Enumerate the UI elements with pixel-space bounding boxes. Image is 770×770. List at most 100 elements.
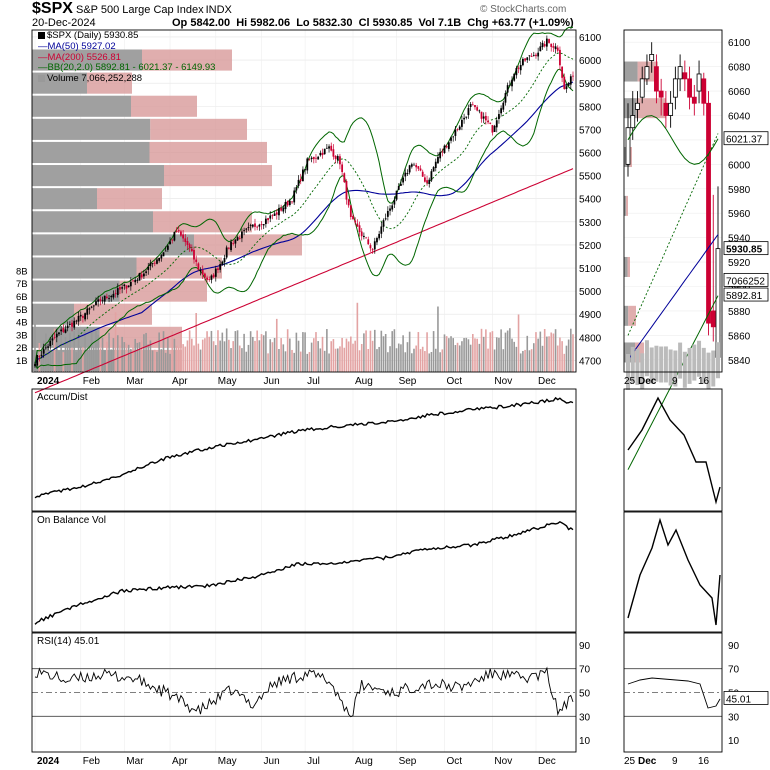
- x-tick-label-bottom: Jun: [264, 756, 280, 767]
- panel-frame: [31, 632, 577, 753]
- volume-bar: [195, 313, 197, 372]
- candle-body: [395, 190, 398, 200]
- candle-body: [110, 295, 113, 298]
- candle-body: [543, 44, 546, 47]
- candle-body: [197, 263, 200, 270]
- candle-body: [302, 169, 304, 182]
- candle-body: [430, 171, 433, 181]
- volume-bar: [541, 345, 544, 372]
- zoom-candle-body: [644, 66, 650, 80]
- x-tick-label-bottom: Sep: [399, 756, 417, 767]
- candle-body: [465, 116, 468, 118]
- volume-bar: [119, 345, 121, 372]
- candle-body: [262, 224, 265, 226]
- volume-by-price-bar: [32, 303, 74, 325]
- volume-bar: [228, 339, 230, 372]
- volume-bar: [156, 351, 158, 372]
- volume-tick-label: 3B: [16, 330, 28, 341]
- ohlc-stats: Op 5842.00 Hi 5982.06 Lo 5832.30 Cl 5930…: [172, 17, 574, 29]
- candle-body: [143, 273, 145, 277]
- zoom-candle-body: [672, 78, 678, 98]
- x-tick-label: Mar: [126, 376, 144, 387]
- candle-body: [201, 269, 204, 275]
- candle-body: [51, 338, 54, 341]
- volume-bar: [341, 337, 343, 372]
- x-tick-label: Dec: [538, 376, 556, 387]
- volume-bar: [509, 328, 511, 372]
- zoom-price-tick-label: 5840: [728, 356, 751, 367]
- volume-bar: [454, 345, 457, 372]
- volume-bar: [256, 330, 258, 372]
- candle-body: [572, 75, 574, 77]
- candle-body: [217, 268, 219, 271]
- volume-bar: [552, 333, 555, 372]
- zoom-x-tick-label-bottom: 25: [624, 756, 636, 767]
- volume-bar: [230, 348, 232, 372]
- volume-bar: [522, 350, 524, 372]
- candle-body: [68, 323, 71, 325]
- accum-dist-label: Accum/Dist: [37, 392, 88, 403]
- volume-bar: [90, 331, 93, 372]
- price-tick-label: 6100: [579, 33, 602, 44]
- candle-body: [478, 110, 481, 112]
- volume-tick-label: 8B: [16, 266, 28, 277]
- candle-body: [293, 190, 296, 203]
- rsi-tick-label-zoom: 90: [728, 641, 740, 652]
- panel-bg: [32, 389, 576, 511]
- x-tick-label-bottom: Dec: [538, 756, 556, 767]
- volume-bar: [71, 347, 73, 372]
- volume-bar: [515, 346, 518, 372]
- candle-body: [371, 249, 374, 251]
- volume-bar: [173, 338, 176, 372]
- candle-body: [251, 224, 254, 227]
- volume-bar: [310, 342, 313, 372]
- zoom-obv-line: [627, 517, 721, 626]
- price-tick-label: 5800: [579, 102, 602, 113]
- x-tick-label: Feb: [83, 376, 101, 387]
- zoom-candle-body: [715, 248, 721, 358]
- volume-bar: [467, 339, 470, 372]
- zoom-price-tick-label: 5960: [728, 209, 751, 220]
- volume-bar: [175, 345, 178, 372]
- panel-frame: [623, 632, 723, 753]
- zoom-volume-bar: [649, 347, 654, 384]
- candle-body: [116, 288, 119, 295]
- panel-frame: [623, 388, 723, 512]
- candle-body: [452, 136, 455, 138]
- zoom-volume-bar: [640, 353, 645, 390]
- volume-bar: [82, 347, 84, 372]
- volume-bar: [136, 342, 139, 372]
- candle-body: [502, 102, 505, 110]
- candle-body: [404, 172, 407, 177]
- volume-bar: [171, 330, 174, 372]
- volume-bar: [443, 334, 446, 372]
- candle-body: [175, 231, 178, 232]
- volume-bar: [127, 344, 130, 372]
- volume-bar: [487, 348, 489, 372]
- candle-body: [66, 325, 69, 329]
- zoom-price-tick-label: 6040: [728, 112, 751, 123]
- candle-body: [513, 73, 516, 81]
- panel-frame: [31, 388, 577, 512]
- price-tick-label: 5700: [579, 125, 602, 136]
- candle-body: [47, 346, 49, 348]
- candle-body: [308, 159, 311, 161]
- candle-body: [323, 148, 326, 155]
- volume-bar: [236, 330, 239, 372]
- candle-body: [358, 225, 361, 233]
- volume-bar: [532, 343, 535, 372]
- volume-bar: [350, 336, 352, 372]
- volume-bar: [474, 338, 476, 372]
- candle-body: [336, 156, 339, 160]
- volume-by-price-bar: [153, 211, 252, 233]
- zoom-volume-bar: [716, 342, 720, 379]
- volume-bar: [452, 338, 455, 372]
- candle-body: [437, 157, 439, 164]
- volume-bar: [106, 341, 108, 372]
- volume-bar: [93, 346, 95, 372]
- zoom-volume-by-price-bar: [629, 147, 632, 168]
- candle-body: [443, 145, 446, 154]
- candle-body: [171, 239, 174, 241]
- candle-body: [539, 46, 542, 52]
- candle-body: [310, 157, 313, 160]
